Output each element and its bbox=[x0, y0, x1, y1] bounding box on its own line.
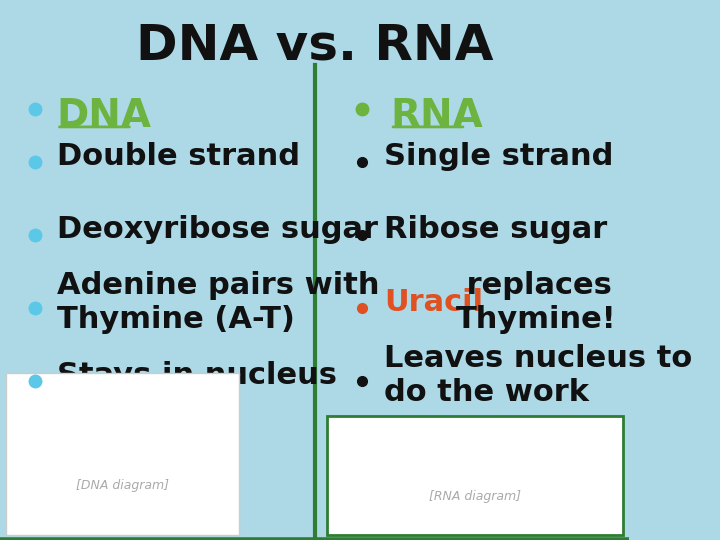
Text: Double strand: Double strand bbox=[57, 142, 300, 171]
FancyBboxPatch shape bbox=[328, 416, 623, 535]
Text: Single strand: Single strand bbox=[384, 142, 613, 171]
Text: Leaves nucleus to
do the work: Leaves nucleus to do the work bbox=[384, 344, 692, 407]
FancyBboxPatch shape bbox=[6, 373, 239, 535]
Text: Uracil: Uracil bbox=[384, 288, 483, 317]
Text: Ribose sugar: Ribose sugar bbox=[384, 215, 607, 244]
Text: [RNA diagram]: [RNA diagram] bbox=[429, 490, 521, 503]
Text: DNA vs. RNA: DNA vs. RNA bbox=[136, 22, 493, 70]
Text: Deoxyribose sugar: Deoxyribose sugar bbox=[57, 215, 378, 244]
Text: Stays in nucleus: Stays in nucleus bbox=[57, 361, 337, 390]
Text: DNA: DNA bbox=[57, 97, 152, 135]
Text: replaces
Thymine!: replaces Thymine! bbox=[456, 271, 617, 334]
Text: [DNA diagram]: [DNA diagram] bbox=[76, 480, 169, 492]
Text: Adenine pairs with
Thymine (A-T): Adenine pairs with Thymine (A-T) bbox=[57, 271, 379, 334]
Text: RNA: RNA bbox=[390, 97, 483, 135]
